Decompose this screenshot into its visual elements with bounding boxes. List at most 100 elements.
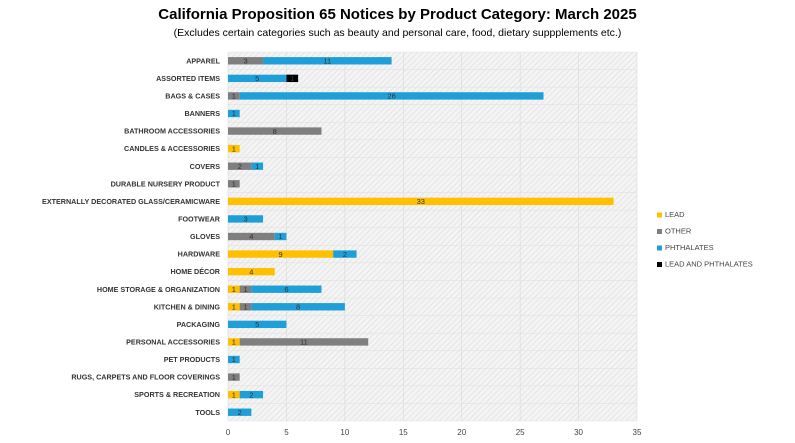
bar-segment (228, 57, 264, 65)
category-label: SPORTS & RECREATION (134, 390, 220, 399)
data-label: 5 (255, 74, 259, 83)
bar-segment (263, 57, 392, 65)
category-label: COVERS (190, 162, 221, 171)
data-label: 1 (290, 74, 294, 83)
legend-entry: PHTHALATES (665, 243, 714, 252)
category-label: PERSONAL ACCESSORIES (126, 338, 220, 347)
bar-segment (251, 162, 264, 170)
data-label: 26 (387, 92, 395, 101)
bar-segment (228, 232, 275, 241)
data-label: 2 (238, 408, 242, 417)
data-label: 11 (300, 338, 308, 347)
data-label: 8 (296, 302, 300, 311)
x-tick-label: 35 (633, 428, 642, 437)
bar-segment (228, 338, 240, 346)
x-tick-label: 5 (284, 428, 289, 437)
legend-entry: LEAD (665, 210, 685, 219)
data-label: 2 (238, 162, 242, 171)
data-label: 1 (232, 302, 236, 311)
bar-segment (228, 74, 287, 83)
data-label: 5 (255, 320, 259, 329)
plot-area (228, 52, 637, 421)
data-label: 1 (243, 302, 247, 311)
category-label: ASSORTED ITEMS (156, 74, 220, 83)
bar-segment (239, 92, 544, 100)
bar-segment (228, 162, 252, 170)
bar-segment (274, 232, 287, 241)
bar-segment (239, 303, 252, 311)
data-label: 1 (232, 355, 236, 364)
bar-segment (228, 408, 252, 416)
category-label: RUGS, CARPETS AND FLOOR COVERINGS (71, 373, 220, 382)
data-label: 2 (343, 250, 347, 259)
data-label: 1 (232, 338, 236, 347)
category-label: HOME STORAGE & ORGANIZATION (97, 285, 220, 294)
bar-segment (228, 144, 240, 153)
bar-segment (239, 390, 264, 399)
category-label: DURABLE NURSERY PRODUCT (111, 179, 221, 188)
category-label: GLOVES (190, 232, 220, 241)
bar-segment (228, 390, 240, 399)
bar-segment (251, 303, 345, 311)
category-label: APPAREL (186, 56, 220, 65)
data-label: 3 (243, 56, 247, 65)
data-label: 9 (278, 250, 282, 259)
category-label: KITCHEN & DINING (154, 302, 221, 311)
bar-segment (228, 92, 240, 100)
legend-swatch (657, 262, 662, 267)
category-label: HOME DÉCOR (170, 267, 220, 276)
legend-entry: LEAD AND PHTHALATES (665, 260, 753, 269)
bar-segment (228, 180, 240, 188)
data-label: 4 (249, 232, 253, 241)
chart-title: California Proposition 65 Notices by Pro… (158, 6, 637, 23)
chart-subtitle: (Excludes certain categories such as bea… (173, 27, 622, 39)
category-label: PACKAGING (177, 320, 221, 329)
bar-segment (228, 267, 275, 276)
bar-segment (228, 197, 614, 206)
category-label: FOOTWEAR (178, 215, 221, 224)
data-label: 2 (249, 390, 253, 399)
bar-segment (228, 127, 322, 135)
bar-segment (228, 373, 240, 381)
legend-entry: OTHER (665, 227, 692, 236)
bar-segment (251, 285, 322, 293)
x-tick-label: 10 (340, 428, 349, 437)
category-label: PET PRODUCTS (164, 355, 221, 364)
data-label: 8 (273, 127, 277, 136)
bar-segment (239, 338, 369, 346)
data-label: 1 (232, 92, 236, 101)
x-tick-label: 0 (226, 428, 231, 437)
data-label: 6 (284, 285, 288, 294)
legend-swatch (657, 229, 662, 234)
bar-segment (228, 109, 240, 118)
category-label: HARDWARE (178, 250, 221, 259)
bar-segment (333, 250, 357, 258)
data-label: 11 (323, 56, 331, 65)
x-tick-label: 15 (399, 428, 408, 437)
category-label: BAGS & CASES (165, 92, 220, 101)
bar-segment (228, 303, 240, 311)
data-label: 1 (232, 285, 236, 294)
data-label: 4 (249, 267, 253, 276)
category-label: CANDLES & ACCESSORIES (124, 144, 220, 153)
data-label: 1 (243, 285, 247, 294)
category-label: BATHROOM ACCESSORIES (124, 127, 220, 136)
x-tick-label: 20 (457, 428, 466, 437)
data-label: 1 (255, 162, 259, 171)
data-label: 1 (278, 232, 282, 241)
bar-segment (228, 320, 287, 329)
category-label: TOOLS (195, 408, 220, 417)
x-tick-label: 30 (574, 428, 583, 437)
bar-segment (239, 285, 252, 293)
legend-swatch (657, 245, 662, 251)
bar-segment (286, 74, 299, 83)
data-label: 1 (232, 390, 236, 399)
data-label: 1 (232, 109, 236, 118)
data-label: 1 (232, 144, 236, 153)
bar-segment (228, 355, 240, 364)
category-label: BANNERS (184, 109, 220, 118)
data-label: 33 (417, 197, 425, 206)
bar-segment (228, 285, 240, 293)
